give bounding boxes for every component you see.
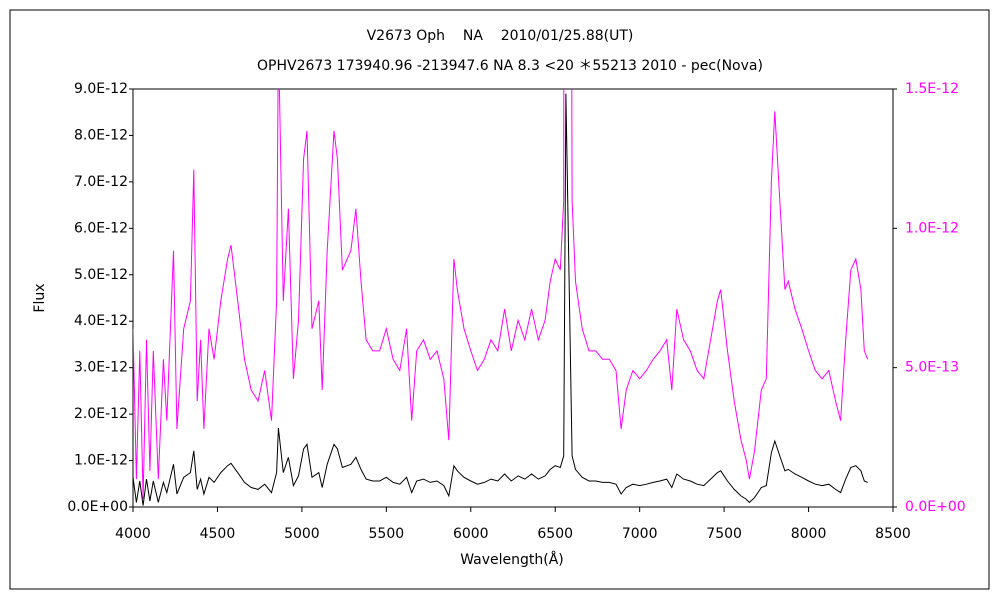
y-tick-label: 1.0E-12 (74, 453, 128, 469)
y-axis-label: Flux (32, 283, 48, 312)
y-tick-label: 5.0E-12 (74, 267, 128, 283)
x-tick-label: 8000 (791, 526, 827, 542)
x-axis-label: Wavelength(Å) (460, 551, 564, 568)
y-tick-label: 9.0E-12 (74, 81, 128, 97)
x-tick-label: 5000 (284, 526, 320, 542)
spectrum-line (133, 93, 868, 506)
x-tick-label: 6500 (537, 526, 573, 542)
x-tick-label: 4000 (115, 526, 151, 542)
x-tick-label: 7000 (622, 526, 658, 542)
y-tick-label: 4.0E-12 (74, 313, 128, 329)
x-tick-label: 4500 (200, 526, 236, 542)
y-tick-label: 0.0E+00 (67, 499, 128, 515)
x-tick-label: 8500 (875, 526, 911, 542)
y-tick-label: 3.0E-12 (74, 360, 128, 376)
y-tick-label: 2.0E-12 (74, 406, 128, 422)
plot-area (133, 89, 869, 506)
y2-tick-label: 1.5E-12 (905, 81, 959, 97)
y2-tick-label: 0.0E+00 (905, 499, 966, 515)
plot-frame (132, 88, 894, 508)
x-tick-label: 6000 (453, 526, 489, 542)
x-tick-label: 5500 (369, 526, 405, 542)
y2-tick-label: 1.0E-12 (905, 220, 959, 236)
x-tick-label: 7500 (706, 526, 742, 542)
y-tick-label: 7.0E-12 (74, 174, 128, 190)
y-tick-label: 8.0E-12 (74, 127, 128, 143)
y2-tick-label: 5.0E-13 (905, 360, 959, 376)
chart-subtitle: OPHV2673 173940.96 -213947.6 NA 8.3 <20 … (257, 58, 763, 74)
spectrum-line (133, 89, 869, 499)
chart-frame (9, 9, 990, 590)
y-tick-label: 6.0E-12 (74, 220, 128, 236)
chart-title: V2673 Oph NA 2010/01/25.88(UT) (367, 28, 634, 44)
